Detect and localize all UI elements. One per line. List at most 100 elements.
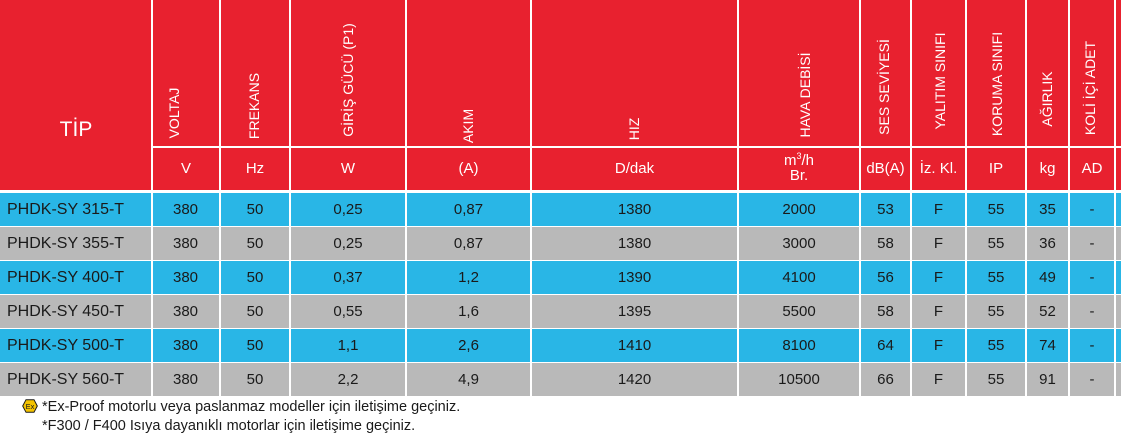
col-divider xyxy=(965,0,967,396)
cell-current: 1,2 xyxy=(458,269,479,286)
header-ses-seviyesi: SES SEVİYESİ xyxy=(876,39,892,135)
unit-hava-debisi-m: m xyxy=(783,152,797,169)
unit-ses: dB(A) xyxy=(866,159,905,177)
unit-frekans: Hz xyxy=(245,159,265,177)
cell-model: PHDK-SY 500-T xyxy=(7,336,125,354)
unit-koli: AD xyxy=(1081,159,1103,177)
unit-hava-debisi: m3/h Br. xyxy=(738,148,860,184)
spec-table: TİP VOLTAJ FREKANS GİRİŞ GÜCÜ (P1) AKIM … xyxy=(0,0,1121,396)
cell-noise: 58 xyxy=(877,303,894,320)
header-agirlik: AĞIRLIK xyxy=(1039,71,1055,127)
cell-model: PHDK-SY 450-T xyxy=(7,302,125,320)
cell-frequency: 50 xyxy=(246,371,264,388)
cell-frequency: 50 xyxy=(246,269,264,286)
cell-airflow: 3000 xyxy=(782,235,816,252)
col-divider xyxy=(737,0,739,396)
cell-voltage: 380 xyxy=(172,235,199,252)
cell-current: 0,87 xyxy=(453,201,484,218)
cell-airflow: 10500 xyxy=(778,371,820,388)
table-row: PHDK-SY 315-T 380 50 0,25 0,87 1380 2000 53 F 55 3… xyxy=(0,193,1121,226)
cell-voltage: 380 xyxy=(172,303,199,320)
col-divider xyxy=(859,0,861,396)
cell-speed: 1390 xyxy=(617,269,652,286)
footer-note-1: *Ex-Proof motorlu veya paslanmaz modelle… xyxy=(42,399,461,415)
col-divider xyxy=(1068,0,1070,396)
cell-insulation: F xyxy=(933,303,944,320)
cell-current: 2,6 xyxy=(458,337,479,354)
cell-model: PHDK-SY 560-T xyxy=(7,370,125,388)
cell-voltage: 380 xyxy=(172,269,199,286)
cell-ip: 55 xyxy=(987,303,1005,320)
cell-speed: 1410 xyxy=(617,337,652,354)
table-header xyxy=(0,0,1121,190)
cell-ip: 55 xyxy=(987,371,1005,388)
cell-qty: - xyxy=(1089,337,1095,354)
unit-akim: (A) xyxy=(458,159,479,177)
ex-proof-icon: Ex xyxy=(22,399,38,413)
unit-giris-gucu: W xyxy=(340,159,356,177)
table-row: PHDK-SY 355-T 380 50 0,25 0,87 1380 3000 58 F 55 3… xyxy=(0,227,1121,260)
cell-qty: - xyxy=(1089,371,1095,388)
cell-model: PHDK-SY 355-T xyxy=(7,234,125,252)
cell-power: 0,25 xyxy=(333,201,363,218)
cell-insulation: F xyxy=(933,201,944,218)
footer-notes: Ex *Ex-Proof motorlu veya paslanmaz mode… xyxy=(22,398,460,436)
cell-airflow: 2000 xyxy=(782,201,816,218)
header-hava-debisi: HAVA DEBİSİ xyxy=(797,52,813,138)
cell-insulation: F xyxy=(933,269,944,286)
cell-qty: - xyxy=(1089,235,1095,252)
header-unit-divider xyxy=(152,146,1121,148)
cell-frequency: 50 xyxy=(246,201,264,218)
cell-qty: - xyxy=(1089,303,1095,320)
ex-icon-text: Ex xyxy=(26,402,35,411)
unit-hiz: D/dak xyxy=(614,159,655,177)
cell-noise: 66 xyxy=(877,371,894,388)
cell-noise: 56 xyxy=(877,269,894,286)
cell-current: 1,6 xyxy=(458,303,479,320)
tip-header: TİP xyxy=(59,118,93,141)
cell-weight: 52 xyxy=(1039,303,1056,320)
table-row: PHDK-SY 560-T 380 50 2,2 4,9 1420 10500 66 F 55 91… xyxy=(0,363,1121,396)
unit-hava-debisi-br: Br. xyxy=(789,167,809,184)
col-divider xyxy=(405,0,407,396)
cell-current: 0,87 xyxy=(453,235,484,252)
cell-weight: 36 xyxy=(1039,235,1056,252)
cell-power: 0,55 xyxy=(333,303,363,320)
cell-insulation: F xyxy=(933,371,944,388)
cell-voltage: 380 xyxy=(172,201,199,218)
col-divider xyxy=(530,0,532,396)
unit-agirlik: kg xyxy=(1039,159,1056,177)
cell-current: 4,9 xyxy=(458,371,479,388)
cell-weight: 35 xyxy=(1039,201,1056,218)
cell-ip: 55 xyxy=(987,235,1005,252)
cell-frequency: 50 xyxy=(246,337,264,354)
cell-speed: 1380 xyxy=(617,235,652,252)
cell-model: PHDK-SY 315-T xyxy=(7,200,125,218)
col-divider xyxy=(219,0,221,396)
cell-frequency: 50 xyxy=(246,303,264,320)
cell-insulation: F xyxy=(933,337,944,354)
cell-noise: 64 xyxy=(877,337,894,354)
cell-airflow: 4100 xyxy=(782,269,816,286)
header-koli-ici-adet: KOLİ İÇİ ADET xyxy=(1082,40,1098,136)
footer-note-1-line: Ex *Ex-Proof motorlu veya paslanmaz mode… xyxy=(22,398,460,417)
cell-speed: 1380 xyxy=(617,201,652,218)
col-divider xyxy=(1025,0,1027,396)
cell-power: 1,1 xyxy=(337,337,359,354)
header-yalitim-sinifi: YALITIM SINIFI xyxy=(932,32,948,130)
cell-qty: - xyxy=(1089,269,1095,286)
cell-noise: 53 xyxy=(877,201,894,218)
unit-koruma: IP xyxy=(988,159,1004,177)
cell-weight: 74 xyxy=(1039,337,1056,354)
unit-voltaj: V xyxy=(180,159,191,177)
cell-power: 0,37 xyxy=(333,269,363,286)
col-divider xyxy=(910,0,912,396)
cell-airflow: 5500 xyxy=(782,303,816,320)
cell-speed: 1395 xyxy=(617,303,652,320)
cell-power: 0,25 xyxy=(333,235,363,252)
table-row: PHDK-SY 450-T 380 50 0,55 1,6 1395 5500 58 F 55 52… xyxy=(0,295,1121,328)
header-frekans: FREKANS xyxy=(246,72,262,140)
header-koruma-sinifi: KORUMA SINIFI xyxy=(989,31,1005,137)
cell-noise: 58 xyxy=(877,235,894,252)
col-divider xyxy=(289,0,291,396)
